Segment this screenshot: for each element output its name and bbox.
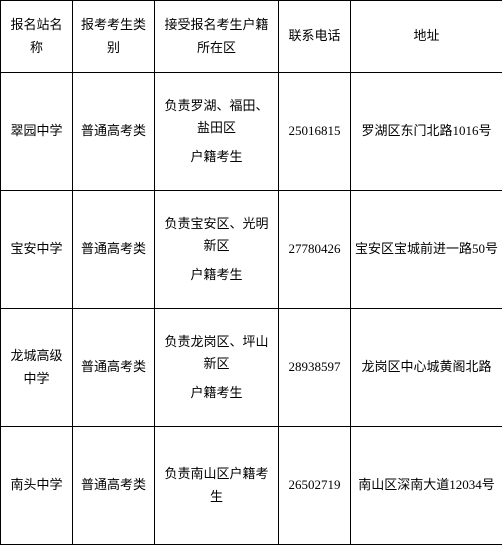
cell-address: 罗湖区东门北路1016号 bbox=[351, 73, 502, 191]
district-note: 户籍考生 bbox=[159, 264, 274, 286]
cell-station-name: 龙城高级中学 bbox=[1, 309, 73, 427]
cell-candidate-type: 普通高考类 bbox=[73, 191, 155, 309]
cell-phone: 25016815 bbox=[279, 73, 351, 191]
cell-phone: 26502719 bbox=[279, 427, 351, 545]
table-row: 龙城高级中学 普通高考类 负责龙岗区、坪山新区 户籍考生 28938597 龙岗… bbox=[1, 309, 502, 427]
registration-stations-table: 报名站名称 报考考生类别 接受报名考生户籍所在区 联系电话 地址 翠园中学 普通… bbox=[0, 0, 502, 545]
header-candidate-type: 报考考生类别 bbox=[73, 1, 155, 73]
header-district: 接受报名考生户籍所在区 bbox=[155, 1, 279, 73]
cell-district: 负责龙岗区、坪山新区 户籍考生 bbox=[155, 309, 279, 427]
cell-district: 负责南山区户籍考生 bbox=[155, 427, 279, 545]
district-area: 负责龙岗区、坪山新区 bbox=[159, 331, 274, 375]
table-row: 南头中学 普通高考类 负责南山区户籍考生 26502719 南山区深南大道120… bbox=[1, 427, 502, 545]
cell-district: 负责罗湖、福田、盐田区 户籍考生 bbox=[155, 73, 279, 191]
cell-station-name: 南头中学 bbox=[1, 427, 73, 545]
district-note: 户籍考生 bbox=[159, 382, 274, 404]
district-area: 负责宝安区、光明新区 bbox=[159, 213, 274, 257]
district-note: 户籍考生 bbox=[159, 146, 274, 168]
cell-station-name: 翠园中学 bbox=[1, 73, 73, 191]
cell-station-name: 宝安中学 bbox=[1, 191, 73, 309]
cell-phone: 28938597 bbox=[279, 309, 351, 427]
header-phone: 联系电话 bbox=[279, 1, 351, 73]
cell-address: 宝安区宝城前进一路50号 bbox=[351, 191, 502, 309]
table-header-row: 报名站名称 报考考生类别 接受报名考生户籍所在区 联系电话 地址 bbox=[1, 1, 502, 73]
header-address: 地址 bbox=[351, 1, 502, 73]
district-area: 负责罗湖、福田、盐田区 bbox=[159, 95, 274, 139]
cell-candidate-type: 普通高考类 bbox=[73, 73, 155, 191]
cell-phone: 27780426 bbox=[279, 191, 351, 309]
table-row: 翠园中学 普通高考类 负责罗湖、福田、盐田区 户籍考生 25016815 罗湖区… bbox=[1, 73, 502, 191]
cell-address: 龙岗区中心城黄阁北路 bbox=[351, 309, 502, 427]
table-row: 宝安中学 普通高考类 负责宝安区、光明新区 户籍考生 27780426 宝安区宝… bbox=[1, 191, 502, 309]
cell-district: 负责宝安区、光明新区 户籍考生 bbox=[155, 191, 279, 309]
district-area: 负责南山区户籍考生 bbox=[159, 463, 274, 507]
cell-candidate-type: 普通高考类 bbox=[73, 427, 155, 545]
cell-candidate-type: 普通高考类 bbox=[73, 309, 155, 427]
cell-address: 南山区深南大道12034号 bbox=[351, 427, 502, 545]
header-station-name: 报名站名称 bbox=[1, 1, 73, 73]
